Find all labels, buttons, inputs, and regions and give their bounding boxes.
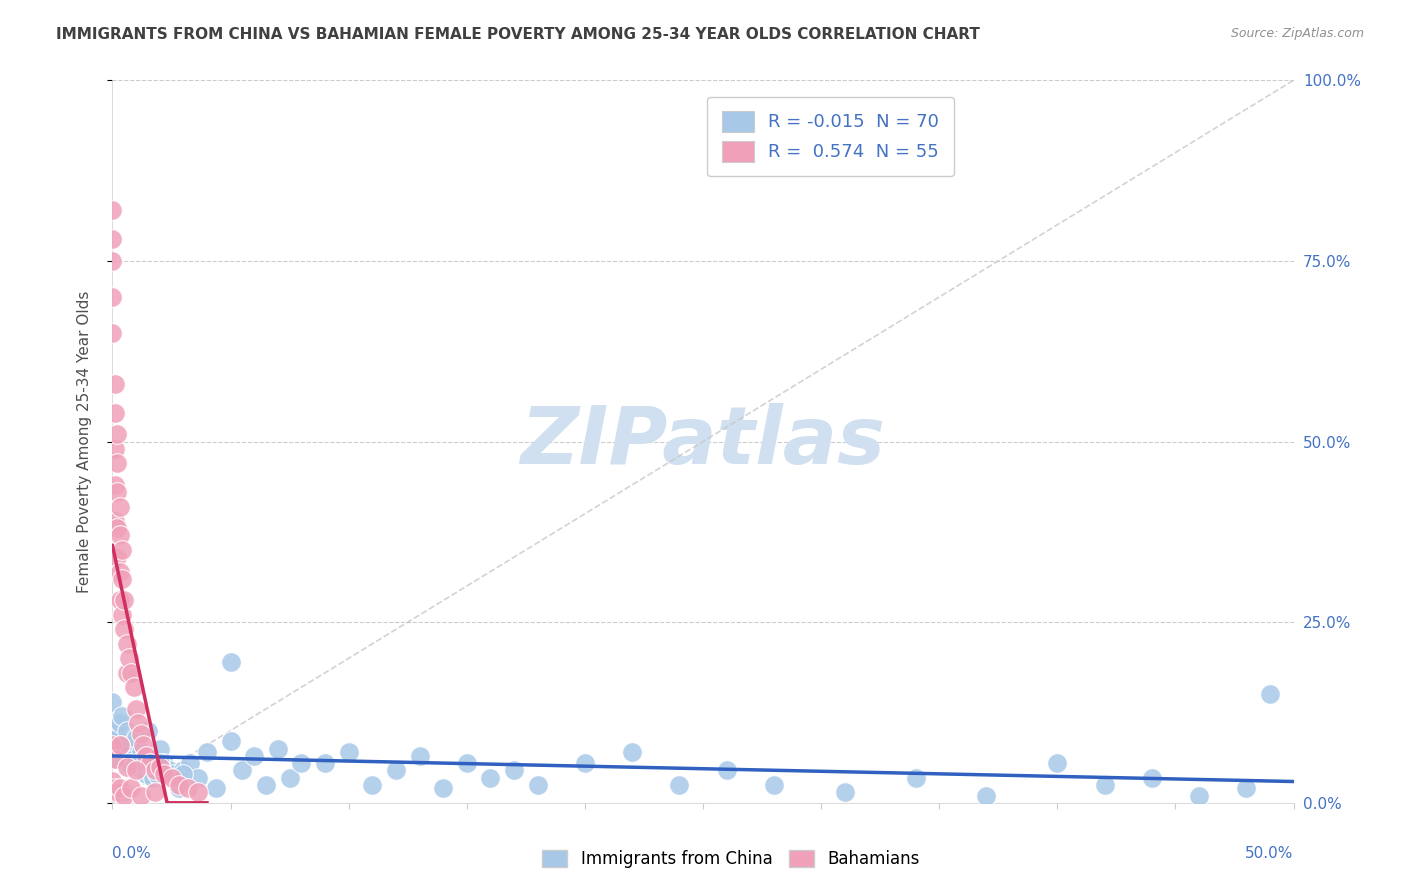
Point [146, 767, 169, 781]
Point [108, 528, 131, 542]
Point [976, 789, 998, 803]
Point [231, 764, 253, 778]
Text: 50.0%: 50.0% [1246, 847, 1294, 861]
Point [1140, 771, 1163, 785]
Point [314, 756, 336, 770]
Point [104, 376, 127, 391]
Point [186, 771, 208, 785]
Point [385, 764, 408, 778]
Point [122, 752, 145, 766]
Point [101, 695, 124, 709]
Point [104, 514, 127, 528]
Point [153, 767, 176, 781]
Point [101, 232, 124, 246]
Point [105, 550, 128, 565]
Point [135, 748, 157, 763]
Point [125, 702, 148, 716]
Point [108, 738, 131, 752]
Point [105, 521, 128, 535]
Legend: Immigrants from China, Bahamians: Immigrants from China, Bahamians [536, 843, 927, 875]
Point [105, 456, 128, 470]
Point [111, 607, 134, 622]
Text: 0.0%: 0.0% [112, 847, 152, 861]
Point [112, 593, 135, 607]
Point [179, 756, 201, 770]
Point [105, 731, 128, 745]
Text: Source: ZipAtlas.com: Source: ZipAtlas.com [1230, 27, 1364, 40]
Point [127, 760, 149, 774]
Point [105, 785, 128, 799]
Point [101, 326, 124, 340]
Point [111, 709, 134, 723]
Point [105, 485, 128, 500]
Point [105, 427, 128, 442]
Point [167, 778, 190, 792]
Point [136, 723, 159, 738]
Point [157, 764, 180, 778]
Point [195, 745, 218, 759]
Point [290, 756, 312, 770]
Point [574, 756, 596, 770]
Point [243, 748, 266, 763]
Point [122, 680, 145, 694]
Point [456, 756, 478, 770]
Point [167, 781, 190, 796]
Point [139, 756, 162, 770]
Point [112, 738, 135, 752]
Point [254, 778, 277, 792]
Point [1234, 781, 1257, 796]
Point [186, 785, 208, 799]
Point [142, 771, 165, 785]
Point [104, 478, 127, 492]
Point [125, 756, 148, 770]
Text: ZIPatlas: ZIPatlas [520, 402, 886, 481]
Point [172, 764, 194, 778]
Point [127, 716, 149, 731]
Point [1046, 756, 1069, 770]
Point [118, 651, 141, 665]
Point [118, 738, 141, 752]
Point [160, 771, 183, 785]
Point [108, 716, 131, 731]
Point [104, 752, 127, 766]
Point [267, 741, 290, 756]
Point [101, 774, 124, 789]
Point [219, 655, 242, 669]
Point [125, 764, 148, 778]
Point [101, 290, 124, 304]
Point [904, 771, 927, 785]
Point [219, 734, 242, 748]
Point [104, 442, 127, 456]
Text: IMMIGRANTS FROM CHINA VS BAHAMIAN FEMALE POVERTY AMONG 25-34 YEAR OLDS CORRELATI: IMMIGRANTS FROM CHINA VS BAHAMIAN FEMALE… [56, 27, 980, 42]
Point [136, 748, 159, 763]
Point [1188, 789, 1211, 803]
Point [762, 778, 785, 792]
Point [111, 572, 134, 586]
Point [101, 253, 124, 268]
Point [143, 756, 166, 770]
Point [104, 752, 127, 766]
Point [104, 781, 127, 796]
Point [337, 745, 360, 759]
Point [479, 771, 502, 785]
Point [129, 745, 152, 759]
Point [125, 731, 148, 745]
Point [115, 665, 138, 680]
Point [149, 756, 172, 770]
Point [526, 778, 548, 792]
Point [205, 781, 228, 796]
Point [278, 771, 301, 785]
Point [361, 778, 384, 792]
Point [834, 785, 856, 799]
Point [101, 203, 124, 218]
Point [153, 756, 176, 770]
Point [139, 760, 162, 774]
Legend: R = -0.015  N = 70, R =  0.574  N = 55: R = -0.015 N = 70, R = 0.574 N = 55 [707, 96, 953, 176]
Point [111, 542, 134, 557]
Point [104, 406, 127, 420]
Point [621, 745, 644, 759]
Point [118, 756, 141, 770]
Point [143, 785, 166, 799]
Point [408, 748, 430, 763]
